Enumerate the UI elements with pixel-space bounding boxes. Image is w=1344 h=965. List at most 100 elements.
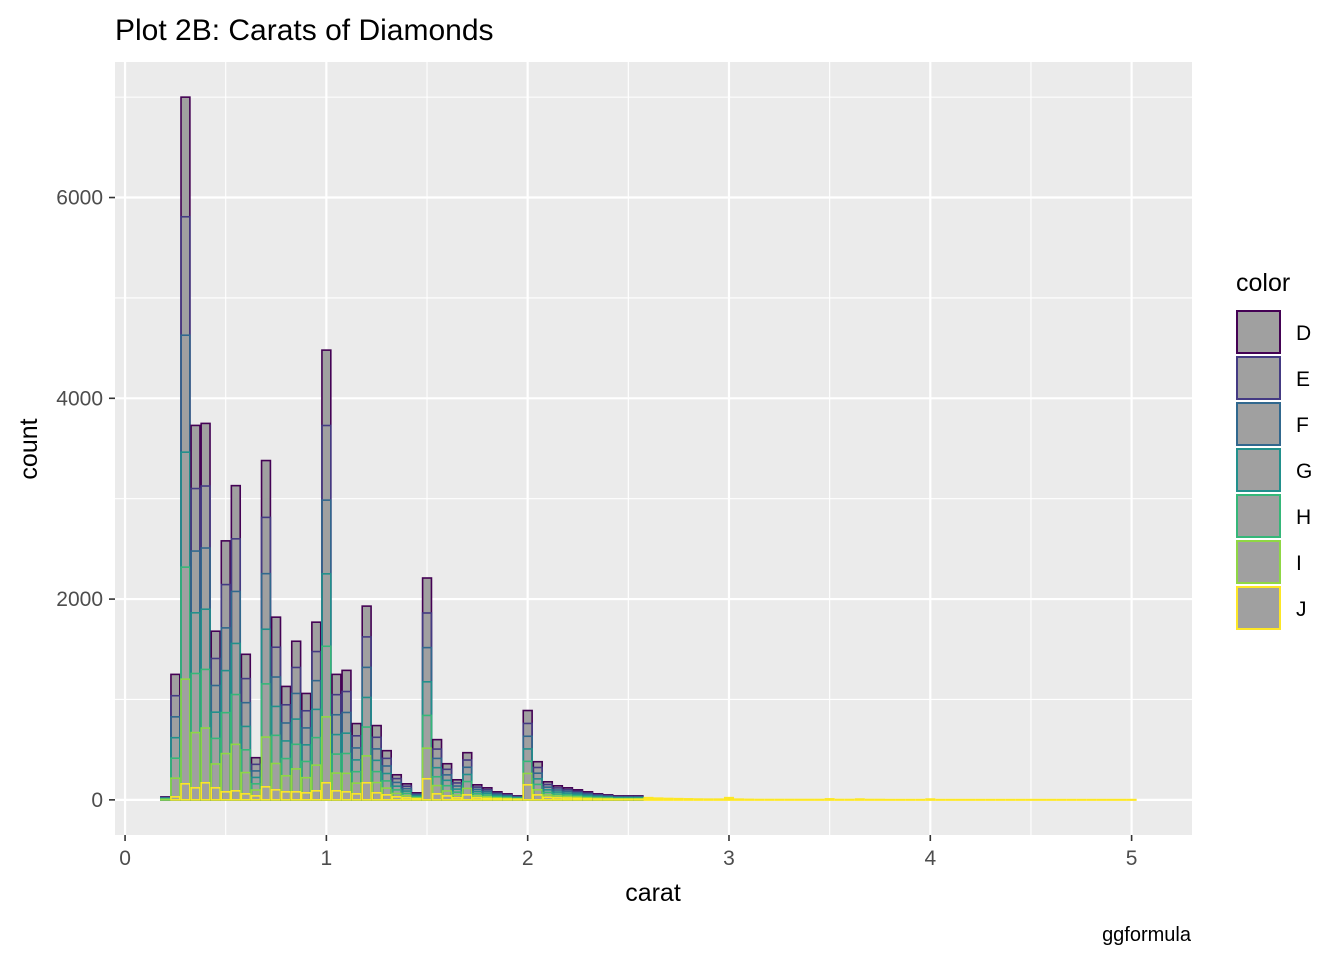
bar [211,631,221,800]
bar [986,799,996,801]
bar-outline [594,799,603,800]
bar [714,798,724,801]
bar [321,350,331,800]
chart-title: Plot 2B: Carats of Diamonds [115,14,494,47]
bar [925,798,935,801]
y-tick-label: 0 [91,789,103,812]
bar [915,799,925,801]
bar [694,798,704,801]
bar [794,799,804,801]
bar [855,798,865,801]
legend-label: E [1296,368,1310,391]
bar [734,798,744,801]
legend-label: G [1296,460,1312,483]
legend-title: color [1236,269,1290,297]
bar-outline [614,799,623,800]
caption: ggformula [1102,924,1192,946]
bar-outline [634,799,643,800]
legend-key [1237,311,1280,353]
bar [895,799,905,801]
bar [945,799,955,801]
bar [664,798,674,801]
bar [301,693,311,799]
bar [1006,799,1016,801]
bar [281,686,291,799]
bar [271,617,281,800]
bar [774,799,784,801]
bar [764,799,774,801]
x-tick-label: 0 [119,847,131,870]
bar [815,799,825,801]
bar [976,799,986,801]
bar [754,799,764,801]
bar [865,799,875,801]
bar [955,799,965,801]
bar [996,799,1006,801]
bar-outline [584,799,593,800]
bar-outline [503,799,512,800]
bar [261,461,271,800]
legend-key [1237,357,1280,399]
x-tick-label: 5 [1126,847,1138,870]
legend-label: D [1296,322,1311,345]
bar [674,798,684,801]
bar [201,423,211,799]
bar [422,578,432,800]
bar [1096,799,1106,801]
y-tick-label: 4000 [56,387,103,410]
bar [885,799,895,801]
legend-label: H [1296,506,1311,529]
bar [311,622,321,800]
bar [684,798,694,801]
bar [1106,799,1116,801]
bar-outline [624,799,633,800]
bar [1056,799,1066,801]
bar-outline [513,799,522,800]
bar [1086,799,1096,801]
bar [1026,799,1036,801]
bar-outline [574,798,583,800]
bar-outline [493,799,502,800]
x-axis-label: carat [625,879,681,907]
bar [704,798,714,801]
legend-key [1237,587,1280,629]
y-axis: 0 2000 4000 6000 [56,187,115,812]
bar [291,641,301,800]
bar [724,797,734,801]
bar [875,799,885,801]
bar [804,799,814,801]
bar [784,799,794,801]
x-tick-label: 4 [924,847,936,870]
bar [966,799,976,801]
legend-key [1237,403,1280,445]
bar [825,798,835,801]
legend-key [1237,541,1280,583]
x-tick-label: 1 [321,847,333,870]
bar [331,674,341,799]
y-tick-label: 6000 [56,187,103,210]
bar [1036,799,1046,801]
bar-outline [483,798,492,800]
bar [362,606,372,800]
bar [1117,799,1127,801]
bar [935,799,945,801]
bar [1066,799,1076,801]
y-tick-label: 2000 [56,588,103,611]
x-tick-label: 3 [723,847,735,870]
legend-key [1237,495,1280,537]
bar [643,797,653,801]
bar-outline [413,799,422,800]
legend-key [1237,449,1280,491]
bar [835,799,845,801]
bar [905,799,915,801]
y-axis-label: count [15,418,43,479]
bar [1016,799,1026,801]
bar [654,797,664,801]
bar [1127,799,1137,801]
legend-label: F [1296,414,1309,437]
bar [744,799,754,801]
